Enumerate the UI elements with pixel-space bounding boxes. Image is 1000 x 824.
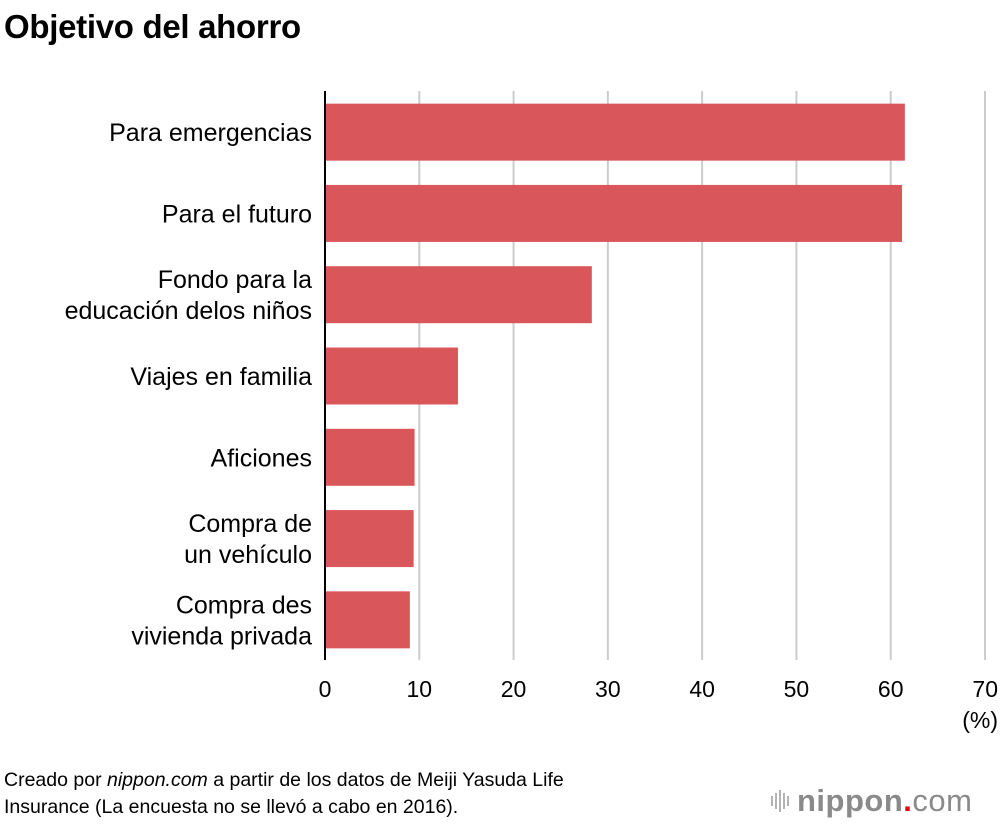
sound-wave-icon [771,790,789,812]
category-label: Compra des [176,591,312,619]
x-tick-label: 60 [878,676,904,702]
bar [326,103,905,161]
logo-dot: . [903,783,913,818]
bar [326,184,903,242]
bar [326,510,414,568]
bars [326,103,905,649]
gridlines [418,91,986,660]
x-tick-label: 20 [501,676,527,702]
x-tick-label: 40 [689,676,715,702]
source-suffix: a partir de los datos de Meiji Yasuda Li… [207,769,564,791]
category-label: Para emergencias [109,119,312,147]
category-label: Fondo para la [158,266,312,294]
x-tick-label: 30 [595,676,621,702]
bar [326,428,415,486]
logo-name: nippon [797,783,904,818]
category-label: un vehículo [184,541,312,569]
category-label: Para el futuro [162,200,312,228]
category-labels: Para emergencias Para el futuro Fondo para… [65,119,312,650]
bar-chart: Para emergencias Para el futuro Fondo para… [65,91,998,733]
x-tick-labels: 0 10 20 30 40 50 60 70 [319,676,998,702]
logo-tld: com [912,783,973,818]
category-label: Compra de [188,510,312,538]
bar [326,266,592,324]
category-label: vivienda privada [131,622,312,650]
source-site: nippon.com [106,769,208,791]
category-label: Viajes en familia [130,363,312,391]
bar [326,591,410,649]
source-line-2: Insurance (La encuesta no se llevó a cab… [4,796,459,818]
x-tick-label: 0 [319,676,332,702]
x-tick-label: 70 [972,676,998,702]
nippon-logo: nippon.com [771,783,973,819]
bar [326,347,458,405]
category-label: educación delos niños [65,297,312,325]
chart-title: Objetivo del ahorro [4,8,301,45]
x-tick-label: 10 [406,676,432,702]
category-label: Aficiones [211,444,312,472]
source-prefix: Creado por [4,769,107,791]
source-note: Creado por nippon.com a partir de los da… [4,767,564,821]
x-axis-unit-label: (%) [962,707,998,733]
x-tick-label: 50 [784,676,810,702]
